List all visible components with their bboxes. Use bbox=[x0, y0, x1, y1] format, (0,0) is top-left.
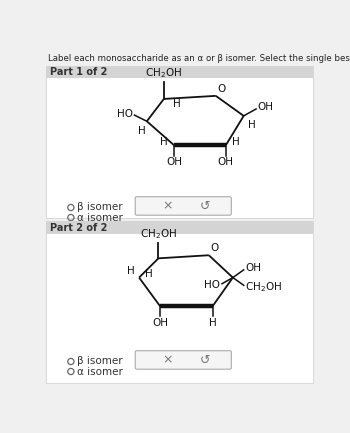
Text: OH: OH bbox=[166, 158, 182, 168]
Text: H: H bbox=[145, 269, 153, 279]
FancyBboxPatch shape bbox=[46, 221, 313, 234]
Text: OH: OH bbox=[218, 158, 234, 168]
Text: Part 2 of 2: Part 2 of 2 bbox=[50, 223, 107, 233]
Text: Label each monosaccharide as an α or β isomer. Select the single best answer for: Label each monosaccharide as an α or β i… bbox=[48, 54, 350, 63]
Text: H: H bbox=[160, 137, 168, 147]
Text: ↺: ↺ bbox=[200, 353, 210, 366]
Text: ×: × bbox=[162, 353, 173, 366]
Text: O: O bbox=[217, 84, 226, 94]
Text: H: H bbox=[232, 137, 240, 147]
Text: CH$_2$OH: CH$_2$OH bbox=[140, 228, 177, 241]
Text: α isomer: α isomer bbox=[77, 213, 123, 223]
Text: H: H bbox=[138, 126, 146, 136]
Text: OH: OH bbox=[258, 102, 274, 113]
Text: H: H bbox=[127, 266, 135, 276]
Text: CH$_2$OH: CH$_2$OH bbox=[245, 280, 282, 294]
Text: H: H bbox=[248, 120, 256, 130]
Text: β isomer: β isomer bbox=[77, 203, 123, 213]
Text: ×: × bbox=[162, 200, 173, 213]
FancyBboxPatch shape bbox=[46, 66, 313, 217]
Text: ↺: ↺ bbox=[200, 200, 210, 213]
Text: OH: OH bbox=[152, 318, 168, 328]
FancyBboxPatch shape bbox=[135, 351, 231, 369]
Text: CH$_2$OH: CH$_2$OH bbox=[145, 67, 182, 81]
Text: HO: HO bbox=[117, 109, 133, 120]
Text: H: H bbox=[209, 318, 217, 328]
Text: HO: HO bbox=[204, 280, 220, 290]
FancyBboxPatch shape bbox=[46, 66, 313, 78]
Text: α isomer: α isomer bbox=[77, 366, 123, 377]
Text: H: H bbox=[173, 99, 181, 109]
Text: OH: OH bbox=[245, 263, 261, 273]
FancyBboxPatch shape bbox=[135, 197, 231, 215]
Text: Part 1 of 2: Part 1 of 2 bbox=[50, 67, 107, 77]
Text: β isomer: β isomer bbox=[77, 356, 123, 366]
FancyBboxPatch shape bbox=[46, 221, 313, 383]
Text: O: O bbox=[210, 243, 219, 253]
